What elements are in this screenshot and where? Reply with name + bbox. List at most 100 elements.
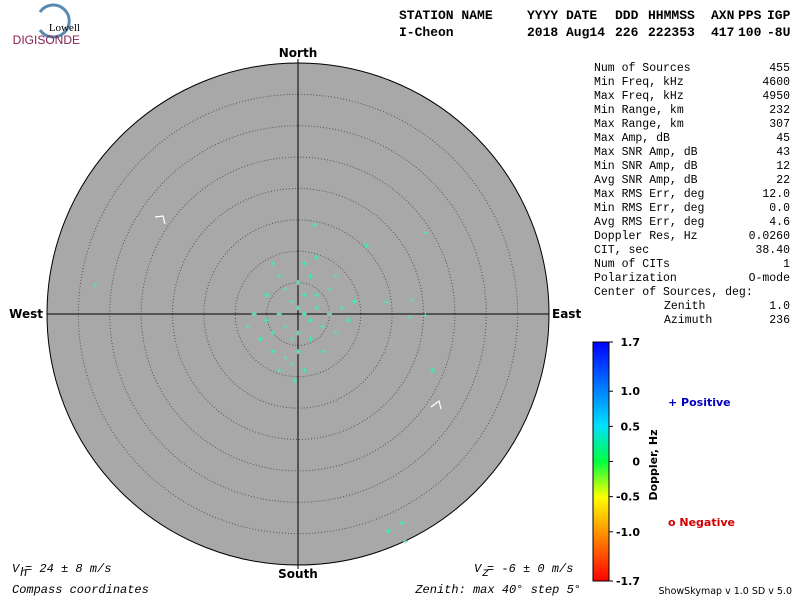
source-point bbox=[295, 330, 301, 336]
source-point bbox=[326, 311, 332, 317]
header-label: YYYY DATE bbox=[527, 8, 597, 23]
source-point bbox=[333, 330, 339, 336]
source-point bbox=[402, 538, 408, 544]
source-point bbox=[363, 243, 369, 249]
stat-label: Avg SNR Amp, dB bbox=[594, 174, 698, 187]
header-label: AXN bbox=[711, 8, 734, 23]
legend-negative: o Negative bbox=[668, 516, 735, 529]
source-point bbox=[385, 528, 391, 534]
source-point bbox=[301, 311, 307, 317]
header-value: 222353 bbox=[648, 25, 695, 40]
footer-coords: Compass coordinates bbox=[12, 583, 149, 597]
header-label: DDD bbox=[615, 8, 639, 23]
stat-label: CIT, sec bbox=[594, 244, 649, 257]
stat-value: 22 bbox=[776, 174, 790, 187]
stat-label: Max SNR Amp, dB bbox=[594, 146, 698, 159]
stat-value: 12.0 bbox=[762, 188, 790, 201]
source-point bbox=[270, 349, 276, 355]
header-label: HHMMSS bbox=[648, 8, 695, 23]
colorbar-tick-label: -0.5 bbox=[616, 491, 640, 504]
source-point bbox=[314, 255, 320, 261]
logo-bottom: DIGISONDE bbox=[13, 33, 80, 47]
direction-label: South bbox=[278, 567, 318, 581]
center-value: 236 bbox=[769, 314, 790, 327]
header-label: STATION NAME bbox=[399, 8, 493, 23]
velocity-sub: z bbox=[482, 566, 489, 580]
center-label: Azimuth bbox=[664, 314, 712, 327]
source-point bbox=[351, 298, 357, 304]
source-point bbox=[314, 305, 320, 311]
source-point bbox=[276, 311, 282, 317]
stat-value: 43 bbox=[776, 146, 790, 159]
source-point bbox=[320, 324, 326, 330]
source-point bbox=[312, 222, 318, 228]
source-point bbox=[339, 305, 345, 311]
source-point bbox=[295, 280, 301, 286]
stat-label: Max Amp, dB bbox=[594, 132, 670, 145]
velocity-symbol: V bbox=[12, 562, 21, 576]
header-label: IGP bbox=[767, 8, 791, 23]
source-point bbox=[326, 286, 332, 292]
header-value: 417 bbox=[711, 25, 734, 40]
source-point bbox=[308, 273, 314, 279]
source-point bbox=[282, 286, 288, 292]
header-value: I-Cheon bbox=[399, 25, 454, 40]
source-point bbox=[264, 317, 270, 323]
stat-value: 307 bbox=[769, 118, 790, 131]
source-point bbox=[295, 305, 301, 311]
stat-label: Max Freq, kHz bbox=[594, 90, 684, 103]
direction-label: West bbox=[9, 307, 43, 321]
source-point bbox=[270, 261, 276, 267]
stat-label: Avg RMS Err, deg bbox=[594, 216, 704, 229]
stat-value: O-mode bbox=[749, 272, 791, 285]
stat-label: Num of CITs bbox=[594, 258, 670, 271]
colorbar-tick-label: -1.0 bbox=[616, 526, 640, 539]
source-point bbox=[314, 292, 320, 298]
center-title: Center of Sources, deg: bbox=[594, 286, 753, 299]
footer-zenith: Zenith: max 40° step 5° bbox=[414, 583, 581, 597]
source-point bbox=[422, 312, 428, 318]
header-value: -8U bbox=[767, 25, 790, 40]
source-point bbox=[282, 324, 288, 330]
header-value: 2018 Aug14 bbox=[527, 25, 605, 40]
logo-top: Lowell bbox=[49, 22, 80, 34]
header-label: PPS bbox=[738, 8, 762, 23]
source-point bbox=[301, 261, 307, 267]
source-point bbox=[399, 520, 405, 526]
velocity-text: = 24 ± 8 m/s bbox=[25, 562, 111, 576]
source-point bbox=[289, 298, 295, 304]
stat-value: 12 bbox=[776, 160, 790, 173]
logo-swoosh bbox=[38, 3, 71, 39]
stat-label: Num of Sources bbox=[594, 62, 691, 75]
center-value: 1.0 bbox=[769, 300, 790, 313]
source-point bbox=[289, 361, 295, 367]
source-point bbox=[295, 349, 301, 355]
source-point bbox=[308, 336, 314, 342]
stat-value: 38.40 bbox=[755, 244, 790, 257]
source-point bbox=[320, 349, 326, 355]
source-point bbox=[301, 292, 307, 298]
source-point bbox=[251, 311, 257, 317]
source-point bbox=[407, 314, 413, 320]
stat-label: Max Range, km bbox=[594, 118, 684, 131]
stat-value: 0.0260 bbox=[749, 230, 791, 243]
velocity-text: = -6 ± 0 m/s bbox=[487, 562, 573, 576]
stat-value: 45 bbox=[776, 132, 790, 145]
source-point bbox=[292, 378, 298, 384]
source-point bbox=[270, 330, 276, 336]
source-point bbox=[384, 299, 390, 305]
source-point bbox=[301, 367, 307, 373]
stat-label: Min Range, km bbox=[594, 104, 684, 117]
marker bbox=[154, 215, 442, 410]
source-point bbox=[429, 367, 435, 373]
source-point bbox=[257, 336, 263, 342]
plot bbox=[46, 59, 550, 569]
velocity-symbol: V bbox=[474, 562, 483, 576]
stat-label: Doppler Res, Hz bbox=[594, 230, 698, 243]
colorbar-tick-label: 0 bbox=[632, 456, 640, 469]
direction-label: East bbox=[552, 307, 581, 321]
source-point bbox=[92, 282, 98, 288]
stat-value: 1 bbox=[783, 258, 790, 271]
footer-version: ShowSkymap v 1.0 SD v 5.0 bbox=[659, 586, 792, 597]
